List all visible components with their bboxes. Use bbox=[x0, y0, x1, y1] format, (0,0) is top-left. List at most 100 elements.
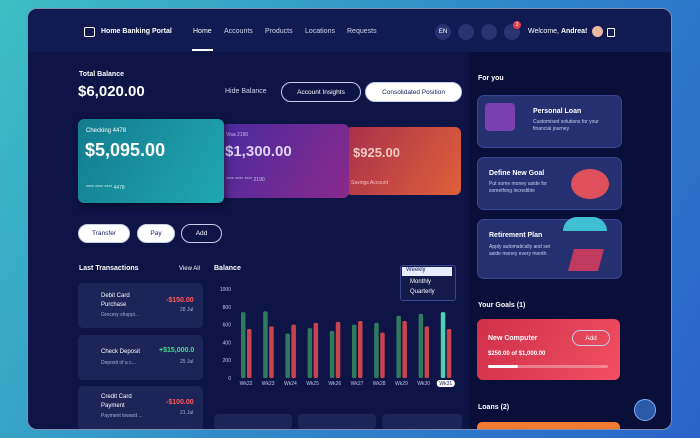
transaction[interactable] bbox=[78, 386, 203, 429]
goal-add-button[interactable]: Add bbox=[572, 330, 610, 346]
bar bbox=[374, 322, 379, 378]
transaction-detail: Payment toward ... bbox=[101, 413, 143, 419]
bar bbox=[285, 333, 290, 378]
avatar[interactable] bbox=[592, 26, 603, 37]
bar bbox=[424, 326, 430, 378]
logout-icon[interactable] bbox=[607, 28, 615, 37]
bar bbox=[396, 315, 401, 378]
card-number: **** **** **** 4478 bbox=[86, 185, 125, 191]
notification-badge: 3 bbox=[513, 21, 521, 29]
bar bbox=[263, 311, 268, 378]
bar bbox=[291, 324, 296, 378]
bar bbox=[440, 312, 446, 378]
goal-card[interactable] bbox=[477, 319, 620, 380]
y-tick-label: 600 bbox=[223, 323, 232, 329]
savings-card[interactable] bbox=[346, 127, 461, 195]
bar bbox=[329, 330, 335, 378]
offer-title: Personal Loan bbox=[533, 108, 582, 115]
bar bbox=[380, 332, 385, 378]
nav-link[interactable]: Accounts bbox=[224, 28, 253, 35]
goals-count: (1) bbox=[516, 302, 526, 309]
offer-text: Customised solutions for your financial … bbox=[533, 119, 599, 132]
checking-card[interactable] bbox=[78, 119, 224, 203]
goals-title: Your Goals bbox=[478, 302, 515, 309]
wallet-illustration bbox=[485, 103, 515, 131]
pay-button[interactable]: Pay bbox=[137, 224, 175, 243]
transaction-title: Debit Card Purchase bbox=[101, 293, 130, 308]
transaction-title: Check Deposit bbox=[101, 349, 141, 355]
assistant-button[interactable] bbox=[634, 399, 656, 421]
visa-card[interactable] bbox=[221, 124, 349, 198]
logo-icon bbox=[84, 27, 95, 37]
card-number: **** **** **** 2190 bbox=[226, 177, 265, 183]
view-all[interactable]: View All bbox=[179, 266, 200, 272]
card-name: Checking 4478 bbox=[86, 128, 127, 134]
nav-link[interactable]: Products bbox=[265, 28, 293, 35]
x-tick-label: Wk26 bbox=[328, 381, 341, 387]
x-tick-label: Wk23 bbox=[262, 381, 275, 387]
nav-link[interactable]: Locations bbox=[305, 28, 335, 35]
add-button[interactable]: Add bbox=[181, 224, 222, 243]
welcome-text: Welcome, bbox=[528, 28, 561, 35]
card-amount: $1,300.00 bbox=[225, 143, 292, 160]
y-tick-label: 200 bbox=[223, 358, 232, 364]
x-tick-label: Wk25 bbox=[306, 381, 319, 387]
panel bbox=[382, 414, 462, 429]
bar bbox=[247, 329, 252, 378]
x-tick-label: Wk22 bbox=[240, 381, 253, 387]
panel bbox=[214, 414, 292, 429]
x-tick-label: Wk31 bbox=[439, 381, 452, 387]
consolidated-button[interactable]: Consolidated Position bbox=[365, 82, 462, 102]
brand: Home Banking Portal bbox=[101, 28, 172, 35]
app-window: Home Banking Portal Home Accounts Produc… bbox=[27, 8, 672, 430]
nav-bar bbox=[28, 9, 671, 52]
card-name: Savings Account bbox=[351, 180, 388, 186]
bar bbox=[352, 324, 357, 378]
goal-progress-track bbox=[488, 365, 608, 368]
section-title: For you bbox=[478, 75, 504, 82]
bar bbox=[358, 321, 363, 378]
y-tick-label: 1000 bbox=[220, 287, 231, 293]
loans-count: (2) bbox=[500, 404, 510, 411]
bar bbox=[418, 313, 424, 378]
nav-link[interactable]: Home bbox=[193, 28, 212, 35]
card-amount: $925.00 bbox=[353, 145, 400, 160]
transaction-detail: Grocery shoppi... bbox=[101, 312, 140, 318]
icon-button[interactable] bbox=[481, 24, 497, 40]
transaction[interactable] bbox=[78, 283, 203, 328]
transaction-date: 25 Jul bbox=[180, 359, 194, 365]
chair-illustration bbox=[568, 249, 604, 271]
language-button[interactable]: EN bbox=[435, 24, 451, 40]
transaction-amount: +$15,000.0 bbox=[159, 347, 195, 354]
hide-balance[interactable]: Hide Balance bbox=[225, 88, 267, 95]
period-option[interactable]: Quarterly bbox=[410, 289, 435, 295]
insights-button[interactable]: Account Insights bbox=[281, 82, 361, 102]
card-amount: $5,095.00 bbox=[85, 140, 166, 160]
panel bbox=[298, 414, 376, 429]
bar bbox=[402, 321, 407, 378]
balance-chart: 0 200 400 600 800 1000 Wk22 Wk23 Wk24 Wk25 Wk26 Wk2… bbox=[220, 287, 455, 387]
x-tick-label: Wk24 bbox=[284, 381, 297, 387]
icon-button[interactable] bbox=[458, 24, 474, 40]
goal-progress-fill bbox=[488, 365, 518, 368]
total-amount: $6,020.00 bbox=[78, 83, 145, 100]
y-tick-label: 400 bbox=[223, 340, 232, 346]
transfer-button[interactable]: Transfer bbox=[78, 224, 130, 243]
transactions-title: Last Transactions bbox=[79, 265, 139, 272]
card-name: Visa 2190 bbox=[226, 132, 249, 138]
umbrella-illustration bbox=[563, 217, 607, 231]
goal-name: New Computer bbox=[488, 335, 538, 342]
nav-link[interactable]: Requests bbox=[347, 28, 377, 35]
user-name: Andrea! bbox=[560, 28, 588, 35]
transaction-amount: -$150.00 bbox=[166, 297, 194, 304]
offer-title: Define New Goal bbox=[489, 170, 545, 177]
period-option[interactable]: Weekly bbox=[402, 267, 452, 276]
transaction[interactable] bbox=[78, 335, 203, 380]
piggy-illustration bbox=[571, 169, 609, 199]
transaction-date: 21 Jul bbox=[180, 410, 194, 416]
bar bbox=[269, 326, 274, 378]
y-tick-label: 0 bbox=[228, 376, 231, 382]
period-option[interactable]: Monthly bbox=[410, 279, 432, 285]
loan-card[interactable] bbox=[477, 422, 620, 429]
